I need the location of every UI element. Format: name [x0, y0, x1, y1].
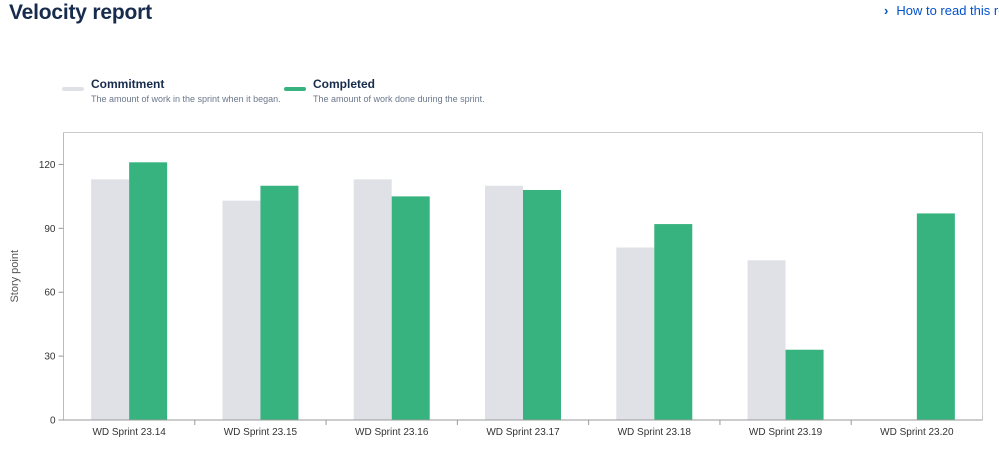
- bar-completed-7: [916, 213, 955, 420]
- bar-commitment-3: [353, 179, 392, 420]
- x-tick-label: WD Sprint 23.15: [224, 427, 298, 438]
- bar-completed-1: [129, 162, 168, 420]
- x-tick-label: WD Sprint 23.17: [486, 427, 560, 438]
- y-tick-label: 90: [44, 224, 56, 235]
- y-tick-label: 30: [44, 352, 56, 363]
- legend-desc-completed: The amount of work done during the sprin…: [313, 94, 485, 104]
- legend-label-completed: Completed: [313, 77, 376, 91]
- x-tick-label: WD Sprint 23.20: [880, 427, 954, 438]
- y-tick-label: 60: [44, 288, 56, 299]
- legend-desc-commitment: The amount of work in the sprint when it…: [91, 94, 281, 104]
- legend-label-commitment: Commitment: [91, 77, 165, 91]
- bar-completed-3: [391, 196, 430, 420]
- commitment-swatch: [62, 87, 84, 91]
- completed-swatch: [284, 87, 306, 91]
- y-tick-label: 0: [50, 416, 56, 427]
- bar-completed-2: [260, 185, 299, 420]
- x-tick-label: WD Sprint 23.18: [618, 427, 692, 438]
- bar-commitment-1: [91, 179, 130, 420]
- x-tick-label: WD Sprint 23.14: [92, 427, 166, 438]
- bar-commitment-4: [485, 185, 523, 420]
- bar-completed-5: [654, 224, 693, 420]
- chevron-right-icon: ›: [884, 3, 889, 18]
- how-to-read-link[interactable]: › How to read this rep: [884, 3, 999, 18]
- bar-commitment-6: [747, 260, 786, 420]
- how-to-read-label: How to read this rep: [896, 3, 999, 18]
- x-tick-label: WD Sprint 23.19: [749, 427, 823, 438]
- y-tick-label: 120: [39, 160, 56, 171]
- bar-completed-6: [785, 349, 824, 420]
- page-title: Velocity report: [9, 1, 152, 24]
- x-tick-label: WD Sprint 23.16: [355, 427, 429, 438]
- y-axis-title: Story point: [9, 250, 21, 303]
- bar-completed-4: [523, 190, 561, 420]
- bar-commitment-5: [616, 247, 655, 420]
- bar-commitment-2: [222, 200, 261, 420]
